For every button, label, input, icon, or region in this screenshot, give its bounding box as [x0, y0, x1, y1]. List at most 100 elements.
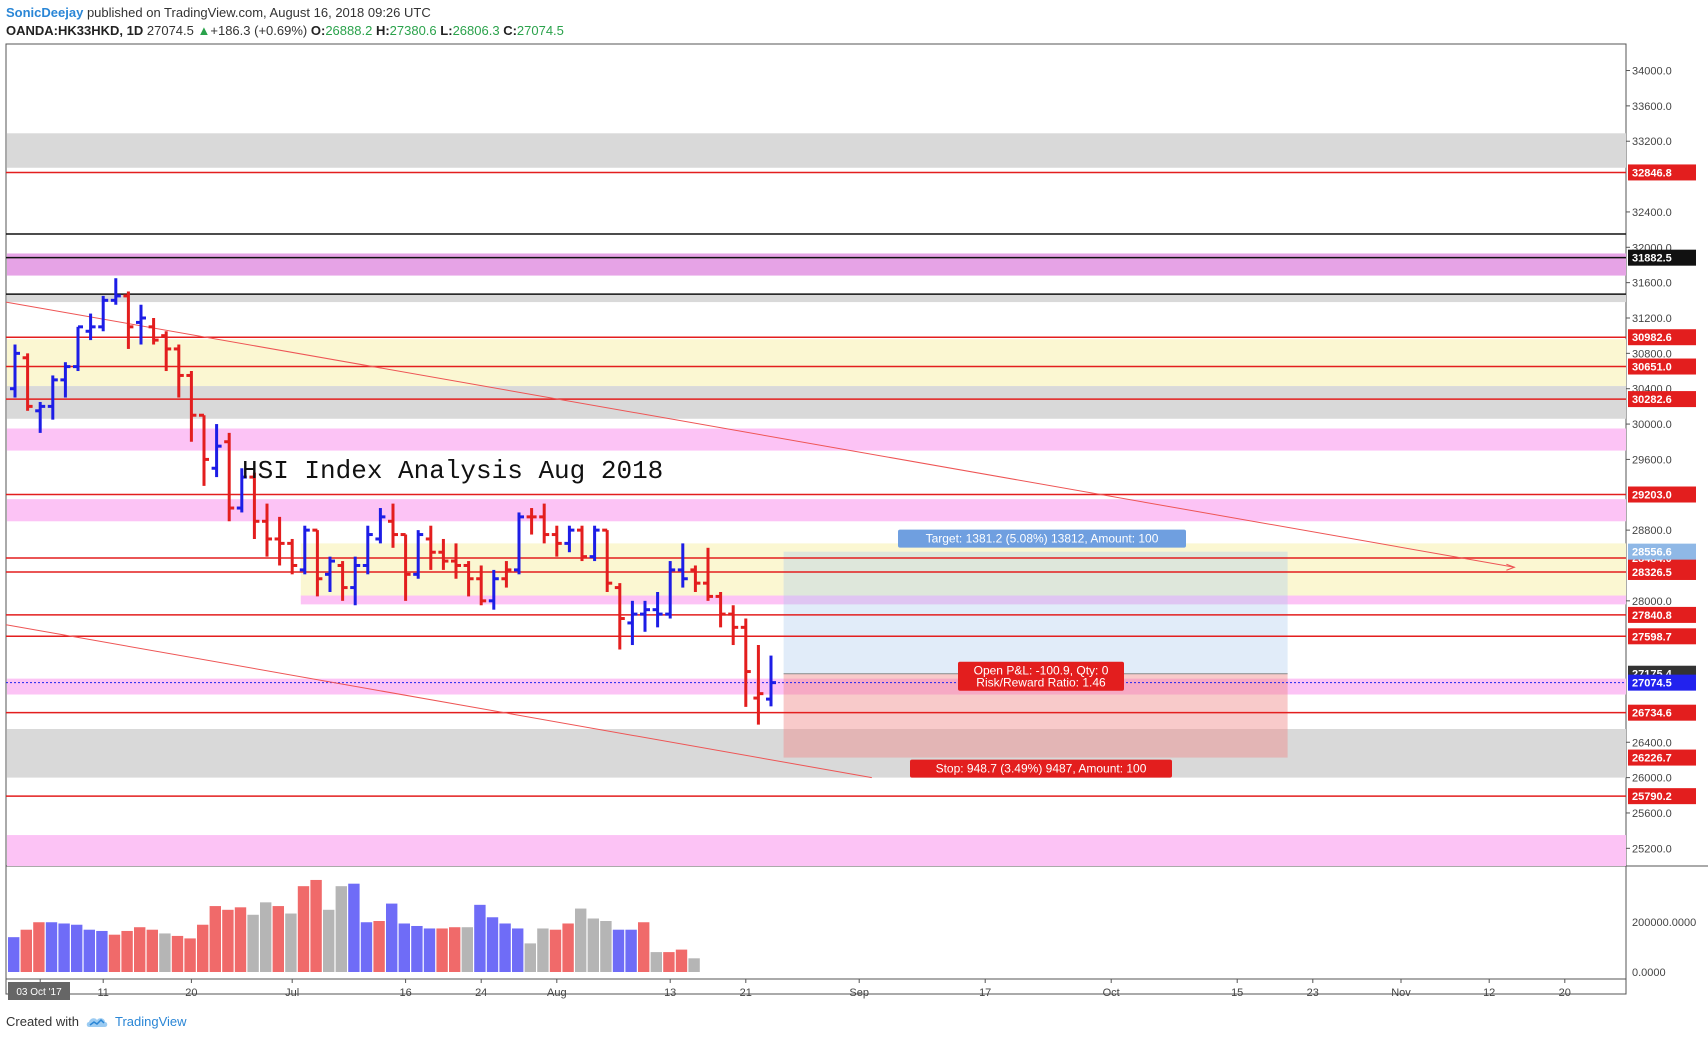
ohlc-bar-20: [262, 503, 272, 557]
ohlc-bar-36: [463, 561, 474, 597]
volume-bar-24: [310, 879, 322, 972]
volume-bar-9: [121, 930, 133, 972]
volume-bar-46: [587, 918, 599, 972]
volume-bar-31: [398, 923, 410, 972]
time-tick-label: Oct: [1103, 987, 1120, 999]
ohlc-bar-60: [766, 655, 776, 707]
trend-line-1: [5, 624, 872, 779]
low-value: 26806.3: [452, 23, 500, 38]
ohlc-bar-10: [136, 304, 146, 345]
symbol-name[interactable]: OANDA:HK33HKD, 1D: [6, 23, 144, 38]
price-tag-27598.7: 27598.7: [1628, 628, 1696, 645]
close-label: C:: [503, 23, 517, 38]
price-tag-box: [1628, 704, 1696, 721]
zone-band-1: [7, 253, 1626, 276]
price-tag-label: 30982.6: [1632, 332, 1672, 344]
price-tick-label: 25200.0: [1632, 843, 1672, 855]
ohlc-bar-44: [564, 525, 575, 553]
ohlc-bar-9: [123, 291, 134, 349]
zones-layer: [7, 133, 1626, 866]
ohlc-bar-26: [337, 561, 348, 601]
volume-bar-30: [386, 903, 398, 972]
volume-layer: [8, 879, 700, 972]
ohlc-bar-55: [703, 547, 713, 601]
volume-bar-15: [197, 924, 209, 972]
ohlc-bar-37: [476, 565, 487, 606]
volume-bar-17: [222, 909, 234, 972]
time-tick-label: 20: [185, 987, 197, 999]
time-tick-label: 11: [97, 987, 108, 999]
price-tag-label: 28556.6: [1632, 547, 1672, 559]
position-tool[interactable]: [783, 551, 1288, 758]
price-change: +186.3 (+0.69%): [210, 23, 308, 38]
volume-bar-43: [549, 929, 562, 972]
price-tag-28326.5: 28326.5: [1628, 563, 1696, 580]
target-label-box: [898, 529, 1186, 548]
volume-bar-40: [512, 928, 524, 972]
ohlc-bar-16: [211, 424, 222, 478]
time-tick-label: 12: [1483, 987, 1495, 999]
volume-bar-26: [335, 886, 347, 972]
tradingview-link[interactable]: TradingView: [114, 1014, 187, 1029]
price-tick-label: 30000.0: [1632, 419, 1672, 431]
ohlc-bar-39: [501, 561, 512, 588]
ohlc-bar-1: [22, 353, 33, 411]
price-tag-box: [1628, 358, 1696, 375]
ohlc-bar-31: [400, 533, 411, 601]
volume-bar-4: [58, 923, 70, 972]
price-tag-25790.2: 25790.2: [1628, 788, 1696, 805]
ohlc-bar-40: [514, 512, 524, 575]
zone-band-11: [7, 835, 1626, 866]
ohlc-bar-8: [110, 278, 121, 305]
price-tag-label: 30282.6: [1632, 394, 1672, 406]
ohlc-bar-15: [199, 413, 209, 486]
time-tick-label: 15: [1231, 987, 1243, 999]
chart-title: HSI Index Analysis Aug 2018: [242, 456, 663, 486]
volume-bar-48: [612, 929, 625, 972]
time-tick-label: Aug: [547, 987, 567, 999]
time-axis[interactable]: Jun1120Jul1624Aug1321Sep17Oct1523Nov1220…: [8, 979, 1571, 1000]
price-axis[interactable]: 25200.0 25600.0 26000.0 26400.0 28000.0 28800…: [1626, 66, 1672, 856]
volume-bar-18: [234, 907, 247, 972]
price-tag-label: 32846.8: [1632, 167, 1672, 179]
ohlc-bar-51: [652, 592, 663, 628]
price-tag-box: [1628, 606, 1696, 623]
price-tag-30282.6: 30282.6: [1628, 391, 1696, 408]
volume-bar-34: [436, 928, 448, 972]
volume-bar-23: [297, 886, 310, 972]
price-tag-32846.8: 32846.8: [1628, 164, 1696, 181]
volume-bar-14: [184, 938, 196, 972]
ohlc-bar-50: [640, 600, 650, 632]
volume-bar-28: [360, 922, 373, 972]
price-tag-box: [1628, 486, 1696, 503]
zone-band-0: [7, 133, 1626, 168]
footer: Created with TradingView: [6, 1014, 187, 1029]
price-tick-label: 33600.0: [1632, 101, 1672, 113]
trend-arrow-icon: [1506, 563, 1516, 571]
volume-bar-20: [260, 902, 272, 972]
volume-bar-19: [247, 914, 259, 972]
ohlc-bar-3: [47, 375, 58, 420]
volume-bar-45: [575, 908, 587, 972]
volume-bar-29: [373, 921, 385, 972]
price-tag-box: [1628, 249, 1696, 266]
volume-bar-41: [524, 943, 536, 972]
price-tags-layer: 32846.8 31882.5 30982.6 30651.0 30282.6 29203…: [1628, 164, 1696, 805]
price-tick-label: 28800.0: [1632, 525, 1672, 537]
ohlc-bar-18: [236, 468, 247, 513]
zone-band-4: [7, 386, 1626, 419]
time-tick-label: 21: [740, 987, 752, 999]
time-tick-label: Sep: [849, 987, 869, 999]
volume-bar-2: [33, 922, 45, 972]
volume-bar-21: [272, 906, 284, 972]
price-tick-label: 33200.0: [1632, 136, 1672, 148]
volume-bar-54: [688, 958, 700, 972]
volume-bar-42: [537, 928, 549, 972]
ohlc-bar-34: [438, 538, 449, 570]
price-tag-26734.6: 26734.6: [1628, 704, 1696, 721]
author-name[interactable]: SonicDeejay: [6, 5, 84, 20]
time-corner-label: 03 Oct '17: [16, 987, 62, 998]
tradingview-cloud-icon: [86, 1017, 108, 1027]
price-tag-box: [1628, 543, 1696, 560]
